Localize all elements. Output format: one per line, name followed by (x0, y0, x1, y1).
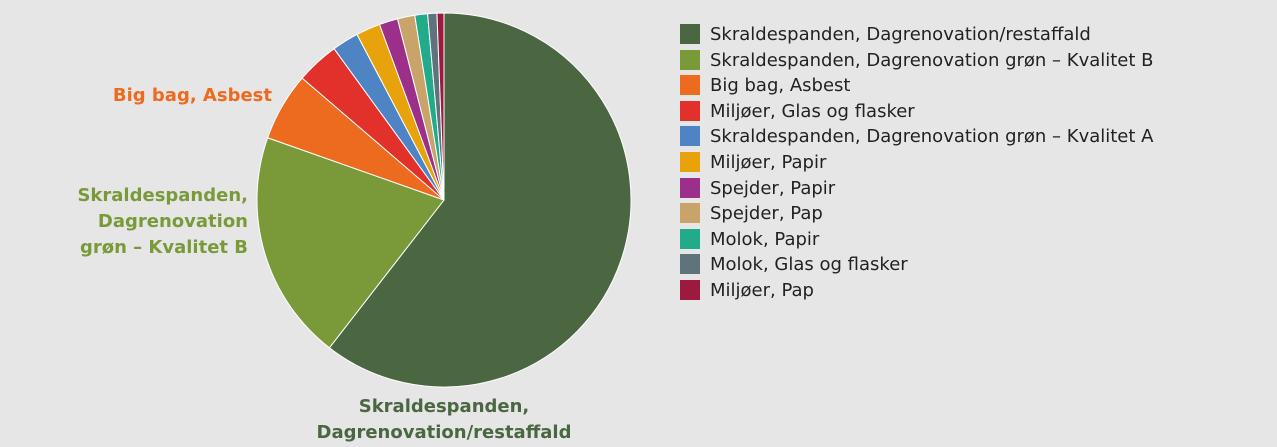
legend-label: Miljøer, Glas og flasker (710, 100, 915, 122)
legend-swatch (680, 24, 700, 44)
legend-swatch (680, 280, 700, 300)
legend-swatch (680, 75, 700, 96)
legend-label: Skraldespanden, Dagrenovation grøn – Kva… (710, 126, 1154, 148)
slice-label: Big bag, Asbest (112, 85, 272, 106)
legend-item: Skraldespanden, Dagrenovation/restaffald (680, 22, 1091, 48)
slice-label: Skraldespanden, Dagrenovation grøn – Kva… (77, 185, 248, 258)
legend-item: Skraldespanden, Dagrenovation grøn – Kva… (680, 48, 1154, 74)
legend-item: Miljøer, Pap (680, 278, 814, 304)
legend-swatch (680, 126, 700, 147)
legend-item: Big bag, Asbest (680, 73, 850, 99)
pie-slice (436, 12, 445, 201)
slice-label: Skraldespanden, Dagrenovation/restaffald (316, 396, 572, 443)
legend-label: Molok, Glas og flasker (710, 254, 908, 276)
pie-chart (256, 12, 632, 388)
legend-item: Spejder, Pap (680, 201, 823, 227)
legend-item: Molok, Papir (680, 227, 819, 253)
legend-swatch (680, 152, 700, 172)
legend-label: Spejder, Papir (710, 177, 836, 199)
legend-swatch (680, 203, 700, 224)
legend-label: Big bag, Asbest (710, 75, 851, 97)
legend-item: Skraldespanden, Dagrenovation grøn – Kva… (680, 124, 1153, 150)
pie-slice (256, 137, 445, 349)
legend-swatch (680, 49, 700, 70)
legend-label: Spejder, Pap (710, 203, 823, 225)
legend-label: Miljøer, Pap (710, 280, 814, 301)
legend-label: Skraldespanden, Dagrenovation/restaffald (710, 24, 1091, 45)
legend-label: Miljøer, Papir (710, 152, 827, 173)
pie-slice (328, 12, 632, 388)
legend-item: Molok, Glas og flasker (680, 252, 908, 278)
legend-item: Miljøer, Glas og flasker (680, 99, 915, 125)
legend-swatch (680, 228, 700, 249)
legend-item: Miljøer, Papir (680, 150, 826, 176)
legend-swatch (680, 177, 700, 198)
legend-swatch (680, 254, 700, 275)
legend-label: Molok, Papir (710, 228, 820, 250)
legend-label: Skraldespanden, Dagrenovation grøn – Kva… (710, 49, 1154, 71)
legend-item: Spejder, Papir (680, 176, 835, 202)
legend-swatch (680, 100, 700, 121)
